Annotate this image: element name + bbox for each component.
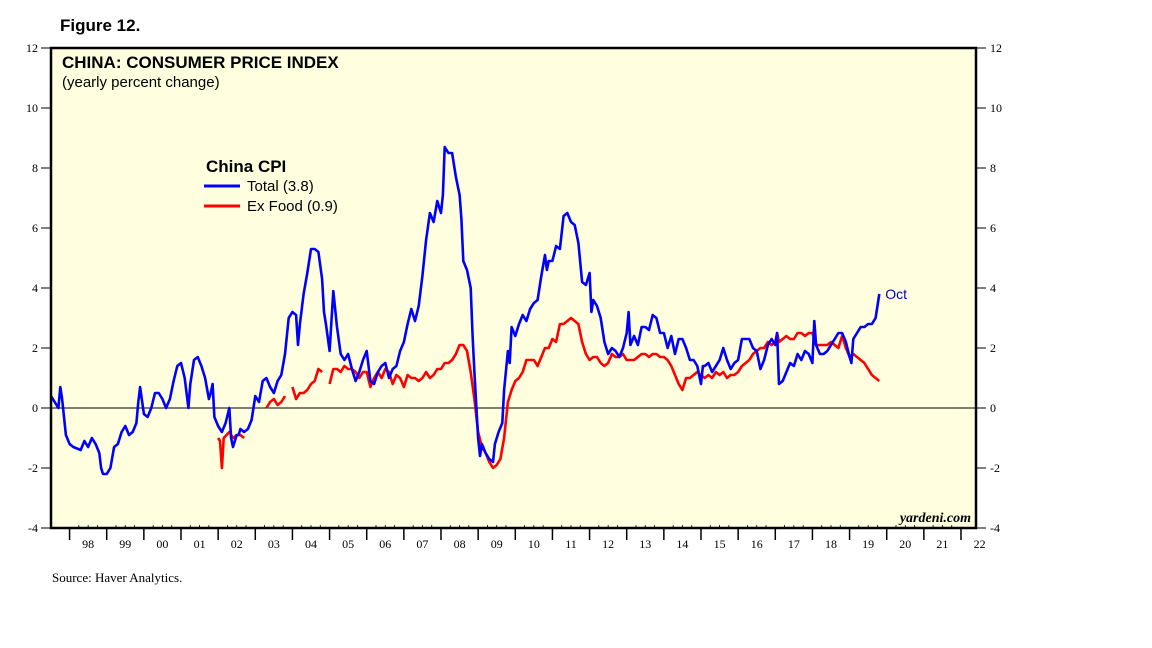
x-tick-label: 09 bbox=[491, 537, 503, 551]
chart-subtitle: (yearly percent change) bbox=[62, 74, 220, 91]
y-tick-label-left: 10 bbox=[26, 101, 38, 115]
x-tick-label: 11 bbox=[565, 537, 577, 551]
legend: China CPI Total (3.8) Ex Food (0.9) bbox=[204, 157, 338, 215]
latest-annotation: Oct bbox=[885, 286, 907, 302]
brand-watermark: yardeni.com bbox=[898, 511, 971, 526]
x-tick-label: 07 bbox=[416, 537, 428, 551]
x-tick-label: 02 bbox=[231, 537, 243, 551]
x-tick-label: 22 bbox=[974, 537, 986, 551]
x-tick-label: 20 bbox=[899, 537, 911, 551]
x-tick-label: 18 bbox=[825, 537, 837, 551]
x-tick-label: 03 bbox=[268, 537, 280, 551]
series-lines bbox=[49, 145, 881, 476]
y-tick-label-left: 4 bbox=[32, 281, 38, 295]
y-tick-label-left: 0 bbox=[32, 401, 38, 415]
y-tick-label-right: 12 bbox=[990, 41, 1002, 55]
y-tick-label-right: -4 bbox=[990, 521, 1000, 535]
chart-title: CHINA: CONSUMER PRICE INDEX bbox=[62, 53, 339, 72]
legend-title: China CPI bbox=[206, 157, 286, 176]
series-line-exfood bbox=[291, 367, 323, 401]
y-tick-label-right: 0 bbox=[990, 401, 996, 415]
x-tick-label: 10 bbox=[528, 537, 540, 551]
series-line-exfood bbox=[265, 395, 287, 409]
y-tick-label-left: -2 bbox=[28, 461, 38, 475]
x-tick-label: 05 bbox=[342, 537, 354, 551]
plot-frame bbox=[49, 46, 978, 530]
legend-label-exfood: Ex Food (0.9) bbox=[247, 198, 338, 215]
x-tick-label: 12 bbox=[602, 537, 614, 551]
x-tick-label: 98 bbox=[82, 537, 94, 551]
x-tick-label: 21 bbox=[936, 537, 948, 551]
x-axis: 98 99 00 01 02 03 04 05 06 07 08 09 10 11 12 13 14 15 16 17… bbox=[68, 525, 986, 551]
x-tick-label: 19 bbox=[862, 537, 874, 551]
y-tick-label-left: 2 bbox=[32, 341, 38, 355]
series-line-exfood bbox=[328, 316, 881, 470]
y-tick-label-left: 8 bbox=[32, 161, 38, 175]
x-tick-label: 06 bbox=[379, 537, 391, 551]
x-tick-label: 13 bbox=[639, 537, 651, 551]
y-tick-label-right: 10 bbox=[990, 101, 1002, 115]
x-tick-label: 16 bbox=[751, 537, 763, 551]
series-line-total bbox=[49, 145, 881, 476]
x-tick-label: 01 bbox=[194, 537, 206, 551]
x-tick-label: 14 bbox=[676, 537, 688, 551]
y-tick-label-left: -4 bbox=[28, 521, 38, 535]
figure-label: Figure 12. bbox=[60, 16, 140, 35]
legend-label-total: Total (3.8) bbox=[247, 178, 314, 195]
x-tick-label: 08 bbox=[454, 537, 466, 551]
y-axis-left: -4 -2 0 2 4 6 8 10 12 bbox=[26, 41, 56, 535]
x-tick-label: 00 bbox=[156, 537, 168, 551]
plot-area bbox=[51, 48, 976, 528]
y-tick-label-left: 12 bbox=[26, 41, 38, 55]
x-tick-label: 15 bbox=[714, 537, 726, 551]
x-tick-label: 04 bbox=[305, 537, 317, 551]
y-tick-label-right: 2 bbox=[990, 341, 996, 355]
y-tick-label-right: 8 bbox=[990, 161, 996, 175]
x-tick-label: 17 bbox=[788, 537, 800, 551]
y-tick-label-right: 4 bbox=[990, 281, 996, 295]
y-tick-label-right: 6 bbox=[990, 221, 996, 235]
source-note: Source: Haver Analytics. bbox=[52, 570, 182, 585]
y-tick-label-right: -2 bbox=[990, 461, 1000, 475]
y-tick-label-left: 6 bbox=[32, 221, 38, 235]
x-tick-label: 99 bbox=[119, 537, 131, 551]
